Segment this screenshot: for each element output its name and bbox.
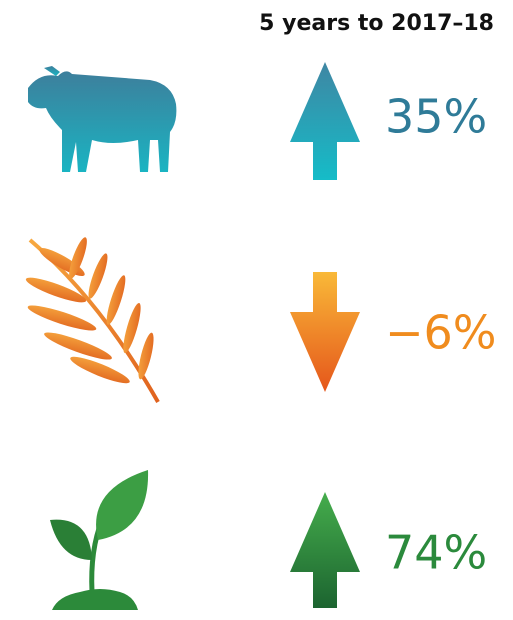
plant-icon: [50, 470, 149, 610]
change-value: 35%: [385, 90, 487, 144]
change-value: −6%: [385, 306, 497, 360]
wheat-icon: [25, 237, 160, 403]
arrow-down: [290, 272, 360, 392]
cow-icon: [28, 66, 177, 172]
arrow-up: [290, 492, 360, 608]
change-value: 74%: [385, 526, 487, 580]
title: 5 years to 2017–18: [259, 11, 494, 36]
arrow-up: [290, 62, 360, 180]
